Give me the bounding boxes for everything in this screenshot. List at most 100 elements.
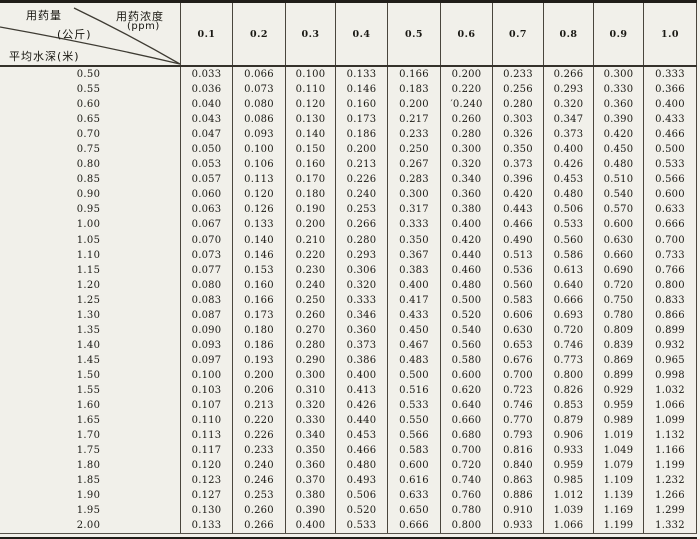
- value-cell: 0.217: [387, 112, 440, 128]
- value-cell: 0.433: [643, 112, 697, 128]
- value-cell: 0.080: [232, 97, 285, 113]
- value-cell: 1.266: [643, 488, 697, 504]
- column-header: 0.3: [285, 3, 335, 65]
- value-cell: 0.170: [285, 172, 335, 188]
- value-cell: 0.443: [492, 202, 543, 218]
- value-cell: 0.200: [232, 367, 285, 383]
- value-cell: 0.985: [543, 473, 593, 489]
- value-cell: 0.606: [492, 307, 543, 323]
- value-cell: 0.047: [180, 127, 232, 143]
- value-cell: 0.360: [593, 97, 643, 113]
- value-cell: 0.400: [440, 217, 492, 233]
- value-cell: 0.533: [387, 398, 440, 414]
- value-cell: 1.139: [593, 488, 643, 504]
- table-row: 1.35 0.090 0.180 0.270 0.360 0.450 0.540 0.630 0…: [0, 322, 697, 338]
- value-cell: 1.066: [543, 518, 593, 534]
- value-cell: 0.720: [440, 458, 492, 474]
- value-cell: 0.760: [440, 488, 492, 504]
- value-cell: 0.347: [543, 112, 593, 128]
- table-row: 0.50 0.033 0.066 0.100 0.133 0.166 0.200 0.233 0…: [0, 67, 697, 83]
- value-cell: 0.280: [440, 127, 492, 143]
- value-cell: 0.959: [593, 398, 643, 414]
- column-header: 1.0: [643, 3, 697, 65]
- row-depth-label: 1.75: [76, 445, 101, 457]
- value-cell: 0.057: [180, 172, 232, 188]
- value-cell: 0.220: [232, 413, 285, 429]
- row-depth-label: 1.90: [76, 490, 101, 502]
- value-cell: 0.120: [180, 458, 232, 474]
- value-cell: 0.383: [387, 262, 440, 278]
- value-cell: 1.299: [643, 503, 697, 519]
- value-cell: 0.723: [492, 382, 543, 399]
- value-cell: 0.560: [440, 337, 492, 353]
- value-cell: 0.510: [593, 172, 643, 188]
- column-header: 0.2: [232, 3, 285, 65]
- value-cell: 1.039: [543, 503, 593, 519]
- value-cell: 0.480: [543, 187, 593, 203]
- value-cell: 0.676: [492, 352, 543, 368]
- value-cell: 0.340: [285, 428, 335, 444]
- table-row: 1.45 0.097 0.193 0.290 0.386 0.483 0.580 0.676 0…: [0, 352, 697, 368]
- value-cell: 0.133: [232, 217, 285, 233]
- value-cell: 0.253: [335, 202, 387, 218]
- value-cell: 0.097: [180, 352, 232, 368]
- value-cell: 0.433: [387, 307, 440, 323]
- value-cell: 0.113: [232, 172, 285, 188]
- value-cell: 0.863: [492, 473, 543, 489]
- value-cell: ′0.240: [440, 97, 492, 113]
- value-cell: 0.773: [543, 352, 593, 368]
- value-cell: 0.746: [492, 398, 543, 414]
- value-cell: 0.560: [543, 232, 593, 248]
- value-cell: 0.390: [593, 112, 643, 128]
- value-cell: 0.130: [285, 112, 335, 128]
- value-cell: 0.566: [643, 172, 697, 188]
- value-cell: 0.300: [440, 142, 492, 158]
- row-depth-label: 1.45: [76, 354, 101, 366]
- value-cell: 0.480: [593, 157, 643, 173]
- value-cell: 0.120: [285, 97, 335, 113]
- value-cell: 0.400: [643, 97, 697, 113]
- value-cell: 0.929: [593, 382, 643, 399]
- value-cell: 0.413: [335, 382, 387, 399]
- value-cell: 1.199: [643, 458, 697, 474]
- value-cell: 0.400: [543, 142, 593, 158]
- value-cell: 0.040: [180, 97, 232, 113]
- column-header: 0.1: [180, 3, 232, 65]
- table-row: 1.60 0.107 0.213 0.320 0.426 0.533 0.640 0.746 0…: [0, 398, 697, 414]
- value-cell: 0.700: [492, 367, 543, 383]
- value-cell: 0.450: [387, 322, 440, 338]
- value-cell: 0.117: [180, 443, 232, 459]
- value-cell: 0.146: [335, 82, 387, 98]
- row-depth-label: 1.30: [76, 309, 101, 321]
- value-cell: 0.266: [232, 518, 285, 534]
- row-depth-label: 0.80: [76, 159, 101, 171]
- value-cell: 0.250: [285, 292, 335, 308]
- table-header-row: 用药量 (公斤) 用药浓度 (ppm) 平均水深(米) 0.1 0.2 0.3 0.4…: [0, 3, 697, 67]
- table-row: 1.05 0.070 0.140 0.210 0.280 0.350 0.420 0.490 0…: [0, 232, 697, 248]
- value-cell: 0.466: [335, 443, 387, 459]
- value-cell: 0.460: [440, 262, 492, 278]
- value-cell: 0.140: [232, 232, 285, 248]
- value-cell: 0.053: [180, 157, 232, 173]
- value-cell: 0.998: [643, 367, 697, 383]
- table-row: 1.40 0.093 0.186 0.280 0.373 0.467 0.560 0.653 0…: [0, 337, 697, 353]
- value-cell: 0.240: [285, 277, 335, 293]
- value-cell: 0.350: [492, 142, 543, 158]
- value-cell: 0.126: [232, 202, 285, 218]
- value-cell: 0.540: [593, 187, 643, 203]
- column-header: 0.7: [492, 3, 543, 65]
- value-cell: 0.283: [387, 172, 440, 188]
- value-cell: 0.386: [335, 352, 387, 368]
- value-cell: 0.816: [492, 443, 543, 459]
- value-cell: 0.869: [593, 352, 643, 368]
- value-cell: 0.417: [387, 292, 440, 308]
- value-cell: 0.600: [643, 187, 697, 203]
- value-cell: 0.063: [180, 202, 232, 218]
- value-cell: 0.483: [387, 352, 440, 368]
- value-cell: 0.506: [543, 202, 593, 218]
- value-cell: 0.166: [387, 67, 440, 83]
- value-cell: 0.230: [285, 262, 335, 278]
- value-cell: 0.466: [643, 127, 697, 143]
- row-depth-label: 1.55: [76, 385, 101, 396]
- value-cell: 0.959: [543, 458, 593, 474]
